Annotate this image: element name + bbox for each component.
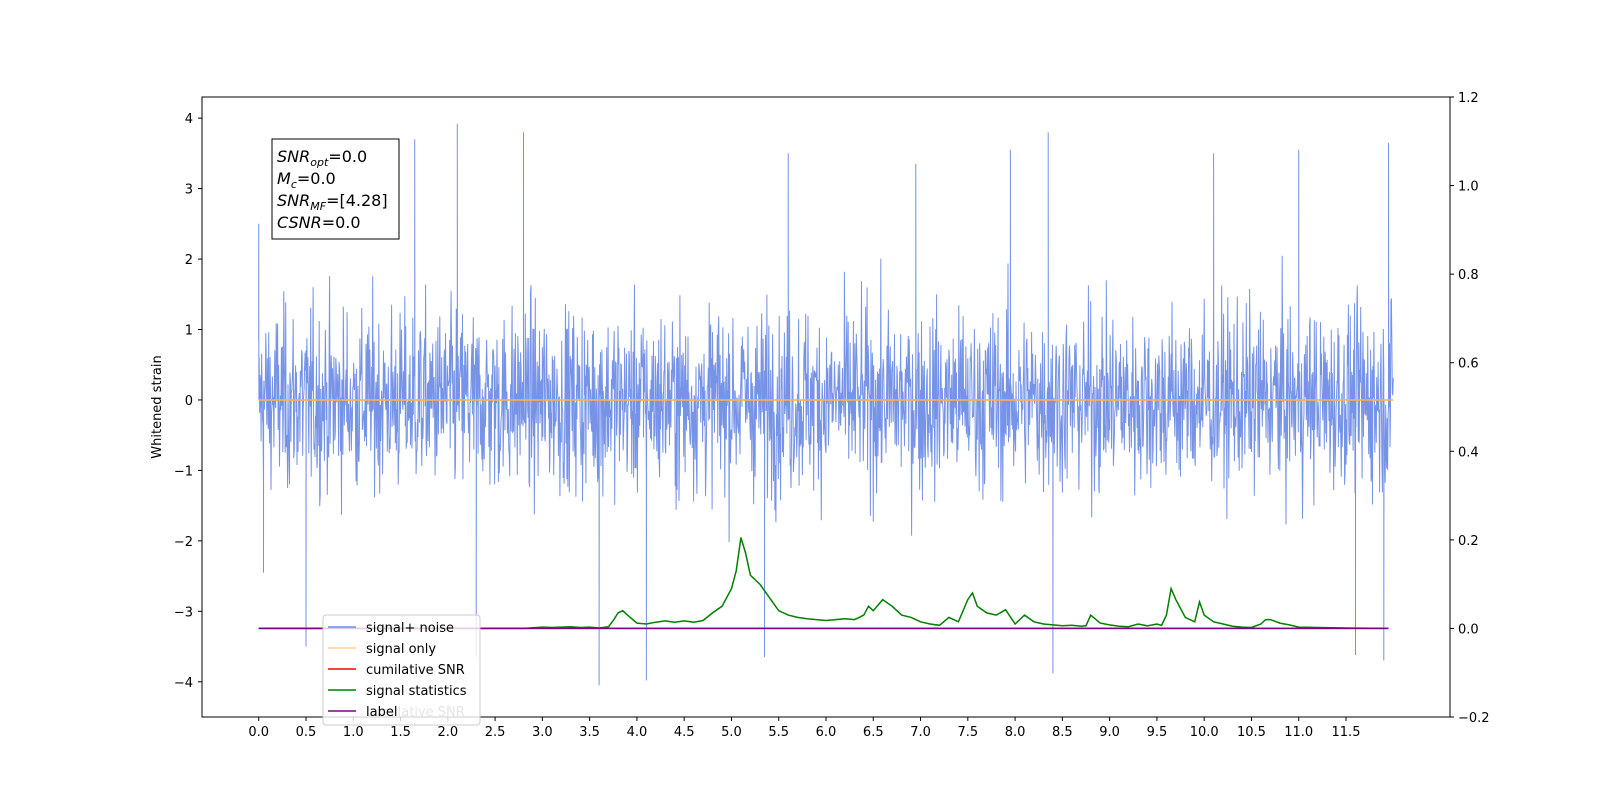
x-tick-label: 6.0 <box>816 725 837 740</box>
x-tick-label: 3.5 <box>579 725 600 740</box>
y-tick-label: −3 <box>174 605 193 620</box>
y-tick-label: −1 <box>174 464 193 479</box>
legend-items: signal+ noise signal only cumilative SNR si… <box>328 621 467 720</box>
info-value: =0.0 <box>328 147 367 166</box>
y-tick-label: 0 <box>185 394 193 409</box>
info-subscript: c <box>291 178 297 191</box>
y2-tick-label: 0.0 <box>1458 622 1479 637</box>
legend-label: signal statistics <box>366 684 467 699</box>
info-line: Mc=0.0 <box>277 169 336 191</box>
legend-label: cumilative SNR <box>366 663 465 678</box>
series-signal-noise <box>258 123 1394 686</box>
x-tick-label: 10.5 <box>1237 725 1266 740</box>
x-tick-label: 11.0 <box>1284 725 1313 740</box>
y2-tick-label: 0.4 <box>1458 445 1479 460</box>
info-line: CSNR=0.0 <box>277 213 361 232</box>
plot-layer <box>258 123 1394 686</box>
x-tick-label: 7.5 <box>957 725 978 740</box>
info-line: SNRopt=0.0 <box>277 147 367 169</box>
info-box-frame <box>271 138 400 240</box>
x-tick-label: 5.5 <box>768 725 789 740</box>
x-tick-label: 6.5 <box>863 725 884 740</box>
info-value: =0.0 <box>322 213 361 232</box>
legend-ghost-label: cumilative SNR <box>366 705 465 720</box>
x-tick-label: 4.5 <box>674 725 695 740</box>
y-axis-left: −4 −3 −2 −1 0 1 2 3 4 <box>174 112 202 691</box>
x-tick-label: 9.0 <box>1099 725 1120 740</box>
y-tick-label: −2 <box>174 535 193 550</box>
x-tick-label: 10.0 <box>1190 725 1219 740</box>
y-tick-label: 3 <box>185 183 193 198</box>
legend-label: signal+ noise <box>366 621 454 636</box>
x-tick-label: 1.5 <box>390 725 411 740</box>
y-axis-right: −0.2 0.0 0.2 0.4 0.6 0.8 1.0 1.2 <box>1450 91 1490 726</box>
series-signal-statistics <box>258 537 1384 630</box>
legend-label: signal only <box>366 642 436 657</box>
info-subscript: MF <box>310 200 326 213</box>
x-tick-label: 7.0 <box>910 725 931 740</box>
y2-tick-label: 1.2 <box>1458 91 1479 106</box>
x-tick-label: 4.0 <box>627 725 648 740</box>
info-value: =[4.28] <box>326 191 388 210</box>
x-tick-label: 3.0 <box>532 725 553 740</box>
x-tick-label: 1.0 <box>343 725 364 740</box>
plot-area <box>258 123 1394 686</box>
y-axis-label: Whitened strain <box>150 355 165 458</box>
x-tick-label: 2.0 <box>437 725 458 740</box>
y2-tick-label: 0.8 <box>1458 268 1479 283</box>
y-tick-label: −4 <box>174 676 193 691</box>
y-tick-label: 1 <box>185 324 193 339</box>
info-symbol: SNR <box>277 147 310 166</box>
y2-tick-label: −0.2 <box>1458 711 1490 726</box>
info-symbol: CSNR <box>277 213 322 232</box>
info-line: SNRMF=[4.28] <box>277 191 388 213</box>
x-tick-label: 0.5 <box>296 725 317 740</box>
y-tick-label: 2 <box>185 253 193 268</box>
info-subscript: opt <box>310 156 329 169</box>
legend-label: label <box>366 705 397 720</box>
info-symbol: M <box>277 169 291 188</box>
x-tick-label: 2.5 <box>485 725 506 740</box>
x-tick-label: 8.0 <box>1005 725 1026 740</box>
y2-tick-label: 0.6 <box>1458 357 1479 372</box>
y-tick-label: 4 <box>185 112 193 127</box>
y2-tick-label: 1.0 <box>1458 180 1479 195</box>
x-tick-label: 9.5 <box>1147 725 1168 740</box>
legend-frame <box>322 614 481 726</box>
info-value: =0.0 <box>297 169 336 188</box>
y2-tick-label: 0.2 <box>1458 534 1479 549</box>
x-axis: 0.0 0.5 1.0 1.5 2.0 2.5 3.0 3.5 4.0 4.5 5.0 5.5 6.0 6… <box>248 717 1360 740</box>
x-tick-label: 0.0 <box>248 725 269 740</box>
x-tick-label: 8.5 <box>1052 725 1073 740</box>
info-symbol: SNR <box>277 191 310 210</box>
legend: signal+ noise signal only cumilative SNR si… <box>322 614 481 726</box>
x-tick-label: 11.5 <box>1332 725 1361 740</box>
x-tick-label: 5.0 <box>721 725 742 740</box>
